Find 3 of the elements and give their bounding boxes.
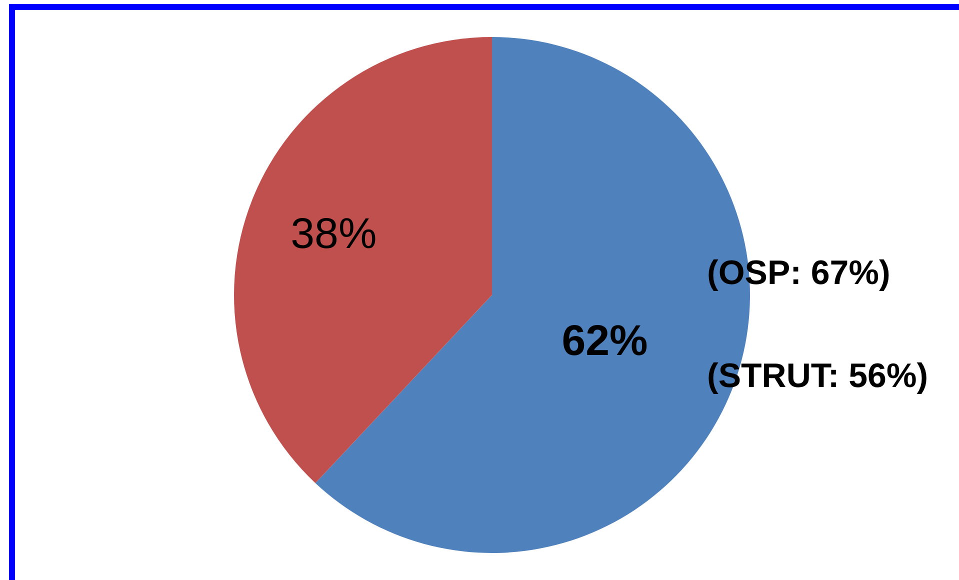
pie-slice [234,37,492,484]
data-label: 38% [290,210,377,258]
data-label: 62% [562,317,648,366]
